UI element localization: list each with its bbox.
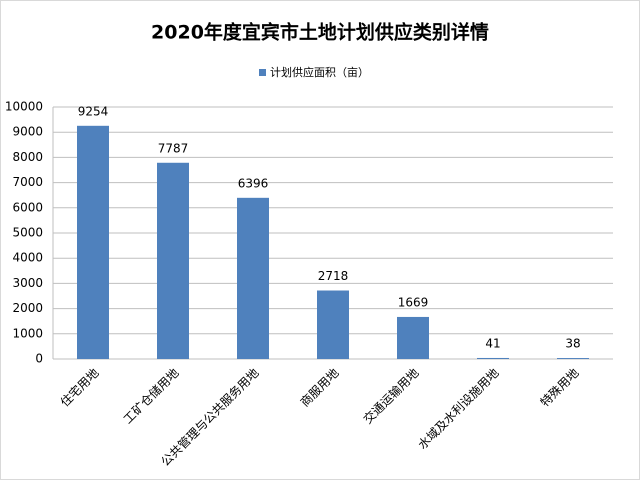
chart-title: 2020年度宜宾市土地计划供应类别详情	[151, 21, 489, 44]
y-tick-label: 10000	[5, 100, 43, 114]
y-tick-label: 4000	[12, 251, 43, 265]
bar	[397, 316, 429, 359]
y-tick-label: 0	[35, 352, 43, 366]
value-label: 1669	[398, 295, 429, 309]
y-tick-label: 1000	[12, 326, 43, 340]
y-tick-label: 2000	[12, 301, 43, 315]
y-tick-label: 8000	[12, 150, 43, 164]
bar	[237, 197, 269, 359]
y-tick-label: 6000	[12, 200, 43, 214]
legend-swatch	[259, 69, 266, 76]
bar	[77, 125, 109, 360]
value-label: 41	[485, 336, 500, 350]
bar	[157, 162, 189, 359]
y-tick-label: 7000	[12, 175, 43, 189]
value-label: 6396	[238, 176, 269, 190]
y-tick-label: 3000	[12, 276, 43, 290]
y-tick-label: 5000	[12, 226, 43, 240]
legend-label: 计划供应面积（亩）	[270, 65, 369, 79]
bar	[557, 358, 589, 359]
bar	[477, 357, 509, 359]
value-label: 2718	[318, 269, 349, 283]
bar	[317, 290, 349, 359]
value-label: 7787	[158, 141, 189, 155]
y-tick-label: 9000	[12, 125, 43, 139]
value-label: 9254	[78, 104, 109, 118]
value-label: 38	[565, 337, 580, 351]
